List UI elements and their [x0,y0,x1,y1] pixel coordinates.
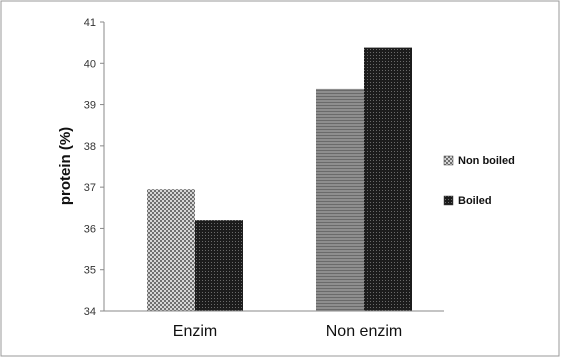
y-tick-label: 37 [84,182,96,194]
legend-swatch [443,155,454,166]
x-tick-label: Enzim [173,323,217,340]
bars-layer [147,47,412,312]
legend: Non boiled Boiled [443,155,515,207]
y-tick-label: 40 [84,58,96,70]
x-tick-label: Non enzim [326,323,402,340]
bar-boiled-enzim [195,220,243,311]
x-category-labels: Enzim Non enzim [173,323,402,340]
y-tick-labels: 34 35 36 37 38 39 40 41 [84,17,104,318]
bar-boiled-non-enzim [364,47,412,312]
y-tick-label: 35 [84,265,96,277]
bar-non-boiled-enzim [147,189,195,311]
bar-non-boiled-non-enzim [316,88,364,311]
y-tick-label: 36 [84,223,96,235]
legend-label: Boiled [458,195,492,207]
y-axis-label: protein (%) [57,127,74,205]
y-tick-label: 41 [84,17,96,29]
y-tick-label: 38 [84,141,96,153]
legend-swatch [443,195,454,206]
y-tick-label: 39 [84,100,96,112]
legend-label: Non boiled [458,155,515,167]
y-tick-label: 34 [84,306,96,318]
